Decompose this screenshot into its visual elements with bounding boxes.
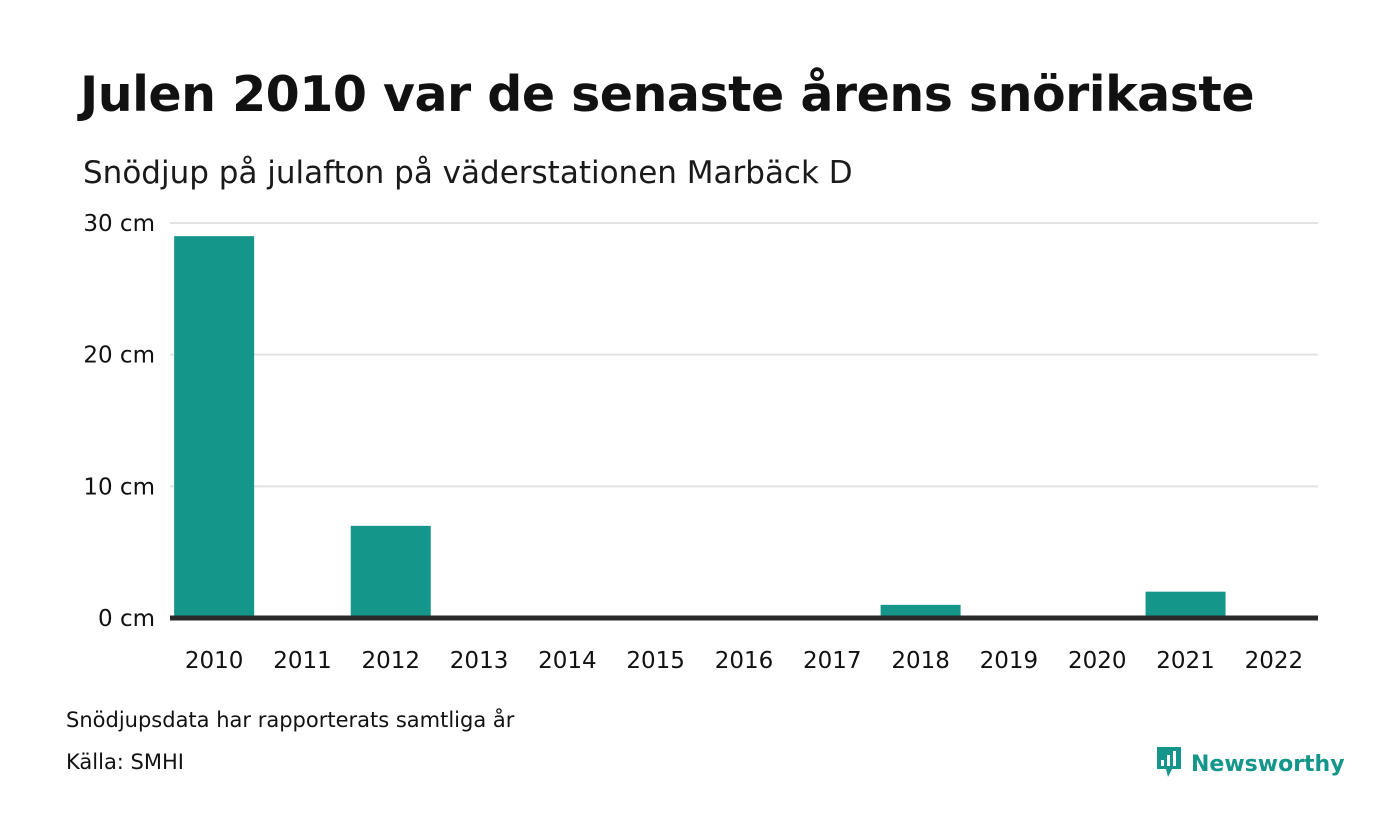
x-tick-label: 2014: [538, 648, 597, 674]
x-tick-label: 2012: [361, 648, 420, 674]
x-tick-label: 2011: [273, 648, 332, 674]
x-tick-label: 2020: [1068, 648, 1127, 674]
bar-chart: 0 cm 10 cm 20 cm 30 cm 2010 2011 2012 2013 2014…: [83, 211, 1318, 674]
y-tick-label: 0 cm: [98, 606, 155, 632]
bars-layer: [174, 236, 1226, 618]
grid-layer: [170, 222, 1318, 488]
x-tick-label: 2015: [626, 648, 685, 674]
x-tick-label: 2017: [803, 648, 862, 674]
bar-2012: [350, 525, 431, 618]
bar-2021: [1145, 591, 1226, 618]
x-tick-label: 2010: [185, 648, 244, 674]
x-tick-label: 2022: [1245, 648, 1304, 674]
bar-2018: [880, 604, 961, 618]
x-tick-label: 2018: [891, 648, 950, 674]
y-tick-label: 10 cm: [83, 474, 155, 500]
x-tick-label: 2021: [1156, 648, 1215, 674]
brand-name: Newsworthy: [1191, 751, 1345, 777]
source-credit: Källa: SMHI: [66, 750, 184, 774]
y-tick-label: 20 cm: [83, 343, 155, 369]
y-tick-label: 30 cm: [83, 211, 155, 237]
chart-title: Julen 2010 var de senaste årens snörikas…: [80, 66, 1255, 123]
x-axis-labels: 2010 2011 2012 2013 2014 2015 2016 2017 2018 2019…: [185, 648, 1303, 674]
y-axis-labels: 0 cm 10 cm 20 cm 30 cm: [83, 211, 155, 632]
footnote: Snödjupsdata har rapporterats samtliga å…: [66, 708, 515, 732]
x-tick-label: 2013: [450, 648, 509, 674]
x-tick-label: 2016: [715, 648, 774, 674]
chart-subtitle: Snödjup på julafton på väderstationen Ma…: [83, 155, 853, 191]
newsworthy-logo-icon: [1155, 745, 1183, 783]
x-tick-label: 2019: [980, 648, 1039, 674]
brand-logo: Newsworthy: [1155, 745, 1345, 783]
bar-2010: [174, 236, 255, 618]
